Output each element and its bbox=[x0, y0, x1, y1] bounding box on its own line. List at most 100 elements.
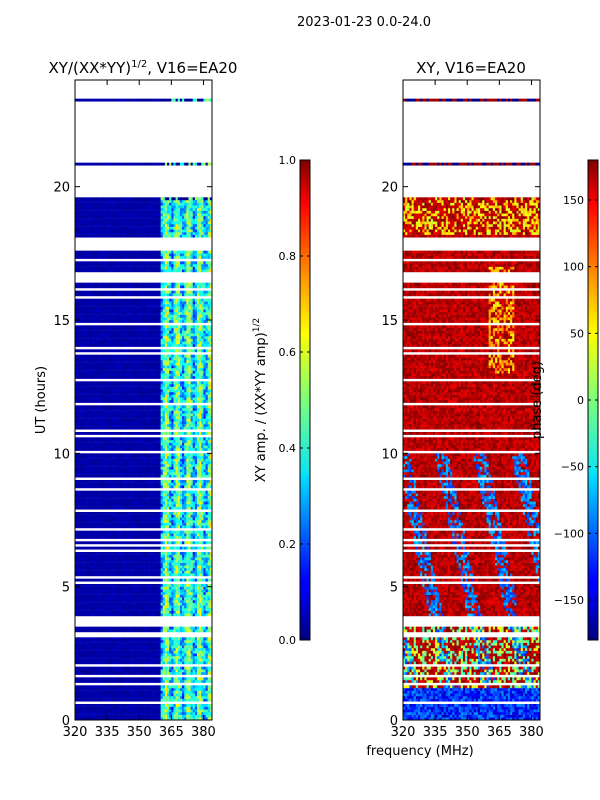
amp-cell bbox=[167, 712, 170, 715]
amp-cell bbox=[164, 672, 168, 675]
amp-cell bbox=[188, 578, 191, 582]
amp-cell bbox=[134, 693, 138, 697]
amp-cell bbox=[201, 578, 204, 582]
amp-cell bbox=[147, 461, 151, 465]
amp-cell bbox=[182, 642, 185, 646]
amp-cell bbox=[190, 709, 194, 713]
amp-cell bbox=[96, 474, 99, 478]
amp-cell bbox=[184, 522, 187, 526]
amp-cell bbox=[115, 589, 119, 593]
amp-cell bbox=[124, 480, 127, 483]
amp-cell bbox=[188, 709, 191, 713]
amp-cell bbox=[139, 653, 142, 657]
amp-cell bbox=[98, 482, 102, 486]
amp-cell bbox=[184, 506, 187, 510]
amp-cell bbox=[160, 472, 164, 475]
amp-cell bbox=[113, 504, 117, 507]
amp-cell bbox=[134, 533, 138, 537]
amp-cell bbox=[113, 610, 117, 614]
amp-cell bbox=[111, 597, 114, 601]
amp-cell bbox=[184, 469, 187, 473]
amp-cell bbox=[75, 514, 78, 518]
amp-cell bbox=[126, 680, 129, 683]
amp-cell bbox=[139, 714, 142, 718]
amp-cell bbox=[188, 690, 191, 694]
amp-cell bbox=[192, 573, 196, 577]
amp-cell bbox=[115, 490, 119, 494]
amp-cell bbox=[169, 661, 172, 665]
amp-cell bbox=[117, 536, 121, 539]
amp-cell bbox=[182, 608, 185, 611]
amp-cell bbox=[192, 554, 196, 558]
amp-cell bbox=[177, 474, 181, 478]
amp-cell bbox=[113, 648, 117, 651]
amp-cell bbox=[164, 688, 168, 691]
amp-cell bbox=[92, 685, 95, 689]
amp-cell bbox=[199, 536, 202, 539]
amp-cell bbox=[188, 677, 191, 681]
amp-cell bbox=[205, 546, 209, 550]
amp-cell bbox=[147, 640, 151, 643]
amp-cell bbox=[177, 680, 181, 683]
amp-cell bbox=[94, 498, 97, 502]
amp-cell bbox=[199, 493, 202, 497]
amp-cell bbox=[87, 536, 91, 539]
amp-cell bbox=[94, 586, 97, 590]
amp-cell bbox=[94, 709, 97, 713]
amp-cell bbox=[85, 712, 89, 715]
amp-cell bbox=[100, 656, 104, 659]
amp-cell bbox=[179, 552, 183, 555]
amp-cell bbox=[156, 472, 159, 475]
amp-cell bbox=[177, 685, 181, 689]
amp-cell bbox=[154, 594, 157, 598]
amp-cell bbox=[149, 688, 153, 691]
amp-cell bbox=[98, 522, 102, 526]
amp-cell bbox=[94, 704, 97, 707]
amp-cell bbox=[188, 666, 191, 670]
amp-cell bbox=[147, 642, 151, 646]
amp-cell bbox=[98, 677, 102, 681]
amp-cell bbox=[119, 648, 123, 651]
amp-cell bbox=[130, 642, 134, 646]
amp-cell bbox=[100, 589, 104, 593]
amp-cell bbox=[102, 629, 106, 633]
amp-cell bbox=[203, 482, 206, 486]
amp-cell bbox=[201, 536, 204, 539]
amp-cell bbox=[205, 469, 209, 473]
amp-cell bbox=[194, 645, 198, 649]
amp-cell bbox=[209, 461, 212, 465]
amp-cell bbox=[89, 709, 93, 713]
amp-cell bbox=[139, 533, 142, 537]
amp-cell bbox=[201, 562, 204, 566]
amp-cell bbox=[117, 570, 121, 574]
amp-cell bbox=[107, 626, 110, 630]
amp-cell bbox=[92, 522, 95, 526]
amp-cell bbox=[171, 464, 174, 467]
amp-cell bbox=[147, 688, 151, 691]
amp-cell bbox=[92, 485, 95, 489]
amp-cell bbox=[100, 658, 104, 662]
amp-cell bbox=[113, 600, 117, 603]
amp-cell bbox=[119, 560, 123, 563]
amp-cell bbox=[158, 530, 162, 534]
amp-cell bbox=[158, 685, 162, 689]
amp-cell bbox=[119, 688, 123, 691]
amp-cell bbox=[167, 714, 170, 718]
amp-cell bbox=[164, 530, 168, 534]
amp-cell bbox=[182, 474, 185, 478]
amp-cell bbox=[102, 666, 106, 670]
amp-cell bbox=[128, 520, 132, 523]
amp-cell bbox=[77, 552, 80, 555]
amp-cell bbox=[128, 629, 132, 633]
amp-cell bbox=[156, 501, 159, 505]
amp-cell bbox=[160, 608, 164, 611]
amp-cell bbox=[102, 669, 106, 673]
amp-cell bbox=[156, 474, 159, 478]
amp-cell bbox=[119, 586, 123, 590]
amp-cell bbox=[115, 506, 119, 510]
amp-cell bbox=[152, 672, 155, 675]
amp-cell bbox=[115, 602, 119, 606]
amp-cell bbox=[184, 570, 187, 574]
amp-cell bbox=[156, 560, 159, 563]
amp-cell bbox=[169, 512, 172, 515]
